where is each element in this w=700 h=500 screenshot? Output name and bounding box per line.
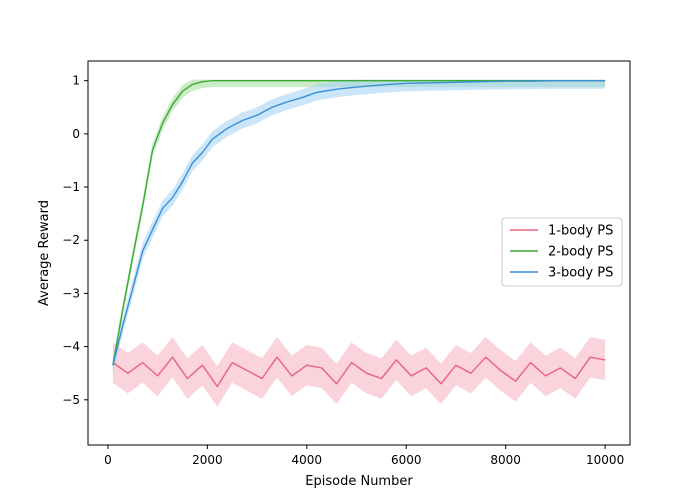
y-tick-label: 0 xyxy=(72,127,80,141)
series-line-1 xyxy=(112,356,606,388)
legend-label-2: 2-body PS xyxy=(548,245,613,260)
x-tick-label: 10000 xyxy=(586,453,624,467)
x-tick-label: 6000 xyxy=(391,453,422,467)
series-lines xyxy=(112,79,606,388)
x-tick-label: 2000 xyxy=(192,453,223,467)
x-tick-label: 4000 xyxy=(292,453,323,467)
legend-label-1: 1-body PS xyxy=(548,224,613,239)
y-tick-label: 1 xyxy=(72,74,80,88)
confidence-bands xyxy=(112,79,606,407)
y-tick-label: −4 xyxy=(62,340,80,354)
x-tick-label: 0 xyxy=(104,453,112,467)
legend: 1-body PS 2-body PS 3-body PS xyxy=(501,217,623,287)
legend-label-3: 3-body PS xyxy=(548,266,613,281)
plot-frame xyxy=(87,60,631,446)
y-axis-ticks: 1 0 −1 −2 −3 −4 −5 xyxy=(62,74,88,407)
y-axis-label: Average Reward xyxy=(37,200,52,306)
y-tick-label: −1 xyxy=(62,180,80,194)
band-1 xyxy=(112,337,606,407)
x-tick-label: 8000 xyxy=(490,453,521,467)
series-line-3 xyxy=(112,79,606,366)
x-axis-ticks: 0 2000 4000 6000 8000 10000 xyxy=(104,445,624,467)
x-axis-label: Episode Number xyxy=(305,474,413,489)
legend-box xyxy=(501,217,623,287)
y-tick-label: −3 xyxy=(62,286,80,300)
y-tick-label: −2 xyxy=(62,233,80,247)
y-tick-label: −5 xyxy=(62,393,80,407)
series-line-2 xyxy=(112,79,606,366)
